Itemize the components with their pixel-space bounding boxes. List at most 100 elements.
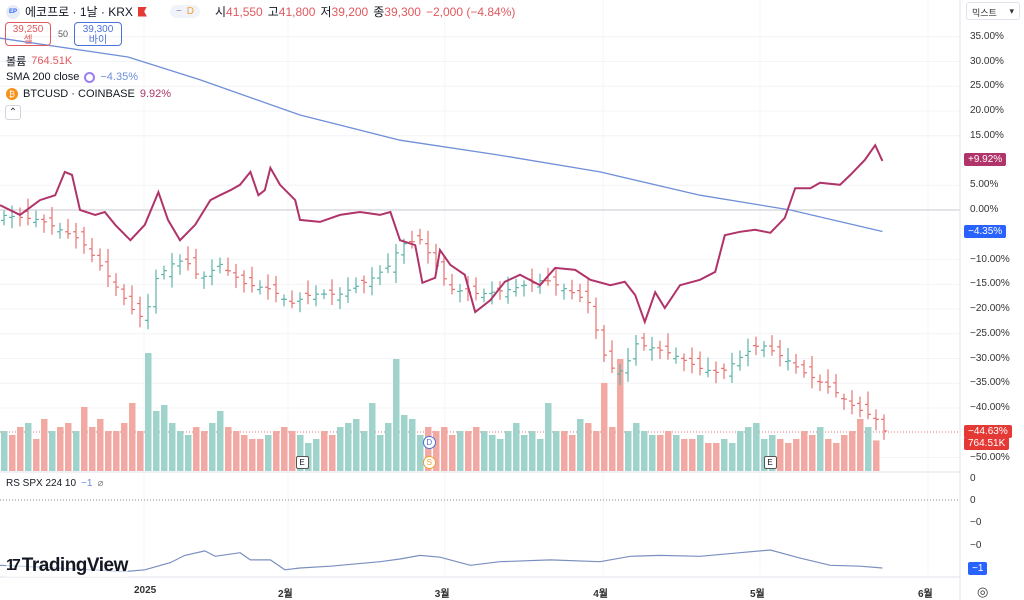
volume-bar xyxy=(609,427,616,471)
y-axis-label: −10.00% xyxy=(970,253,1010,265)
volume-bar xyxy=(89,427,96,471)
volume-bar xyxy=(193,427,200,471)
event-marker-s[interactable]: S xyxy=(422,456,436,469)
y-axis-label: −50.00% xyxy=(970,451,1010,463)
volume-bar xyxy=(521,435,528,471)
rs-tag: −1 xyxy=(968,562,988,575)
buy-button[interactable]: 39,300 바이 xyxy=(74,22,122,46)
sell-button[interactable]: 39,250 셀 xyxy=(5,22,51,46)
volume-tag: 764.51K xyxy=(964,437,1010,450)
volume-bar xyxy=(65,423,72,471)
event-marker-e[interactable]: E xyxy=(295,456,309,469)
volume-bar xyxy=(825,439,832,471)
volume-bar xyxy=(833,443,840,471)
volume-bar xyxy=(465,431,472,471)
volume-bar xyxy=(777,439,784,471)
y-axis-label: −30.00% xyxy=(970,352,1010,364)
volume-bar xyxy=(361,431,368,471)
volume-bar xyxy=(217,411,224,471)
btc-label: BTCUSD · COINBASE xyxy=(23,88,135,100)
volume-bar xyxy=(369,403,376,471)
volume-bar xyxy=(729,443,736,471)
btcusd-line xyxy=(0,143,884,325)
volume-bar xyxy=(537,439,544,471)
volume-bar xyxy=(665,431,672,471)
hidden-icon[interactable]: ⌀ xyxy=(97,478,104,489)
volume-bar xyxy=(425,427,432,471)
tradingview-logo-icon: 17 xyxy=(6,557,21,574)
volume-bar xyxy=(401,415,408,471)
volume-bar xyxy=(785,443,792,471)
tradingview-logo[interactable]: 17 TradingView xyxy=(6,555,128,577)
volume-bar xyxy=(417,435,424,471)
volume-bar xyxy=(201,431,208,471)
volume-legend[interactable]: 볼륨 764.51K xyxy=(6,53,72,69)
sma-legend[interactable]: SMA 200 close −4.35% xyxy=(6,71,138,83)
volume-bar xyxy=(153,411,160,471)
volume-bar xyxy=(1,431,8,471)
y-axis-label: −15.00% xyxy=(970,278,1010,290)
volume-bar xyxy=(105,431,112,471)
buy-price: 39,300 xyxy=(82,24,114,35)
symbol-title[interactable]: 에코프로 · 1날 · KRX xyxy=(25,5,133,19)
btc-value: 9.92% xyxy=(139,88,172,100)
rs-value: −1 xyxy=(81,478,93,489)
volume-bar xyxy=(705,443,712,471)
volume-bar xyxy=(617,359,624,471)
rs-axis-label: 0 xyxy=(970,473,976,484)
scale-mode-dropdown[interactable]: 믹스트 ▾ xyxy=(966,2,1020,20)
rs-axis-label: −0 xyxy=(970,540,982,551)
volume-bar xyxy=(497,439,504,471)
sell-label: 셀 xyxy=(23,35,33,46)
volume-bar xyxy=(737,431,744,471)
volume-bar xyxy=(625,431,632,471)
volume-bar xyxy=(209,423,216,471)
event-marker-d[interactable]: D xyxy=(422,436,436,449)
volume-bar xyxy=(121,423,128,471)
volume-bar xyxy=(297,435,304,471)
volume-label: 볼륨 xyxy=(6,56,27,68)
volume-bar xyxy=(393,359,400,471)
volume-bar xyxy=(601,383,608,471)
volume-bar xyxy=(865,427,872,471)
volume-bar xyxy=(697,435,704,471)
btc-price-tag: +9.92% xyxy=(964,153,1007,166)
y-axis-label: 0.00% xyxy=(970,204,999,215)
volume-bar xyxy=(649,435,656,471)
rs-axis-label: −0 xyxy=(970,517,982,528)
volume-bar xyxy=(41,419,48,471)
buy-label: 바이 xyxy=(88,35,108,46)
time-axis-label: 2월 xyxy=(278,589,293,600)
flag-icon[interactable] xyxy=(137,6,147,17)
volume-bar xyxy=(449,435,456,471)
collapse-legend-button[interactable]: ⌃ xyxy=(5,105,21,120)
volume-bar xyxy=(769,435,776,471)
volume-bar xyxy=(281,427,288,471)
sell-price: 39,250 xyxy=(12,24,44,35)
volume-bar xyxy=(441,427,448,471)
volume-bar xyxy=(57,427,64,471)
y-axis-label: 35.00% xyxy=(970,30,1004,42)
volume-bar xyxy=(561,431,568,471)
volume-bar xyxy=(593,431,600,471)
ohlc-change: −2,000 (−4.84%) xyxy=(425,4,516,19)
rs-label: RS SPX 224 10 xyxy=(6,478,77,489)
volume-bar xyxy=(545,403,552,471)
volume-bar xyxy=(761,439,768,471)
volume-bar xyxy=(513,423,520,471)
time-axis-label: 5월 xyxy=(750,589,765,600)
volume-bar xyxy=(873,440,880,471)
rs-legend[interactable]: RS SPX 224 10 −1 ⌀ xyxy=(6,478,103,489)
volume-bar xyxy=(841,435,848,471)
settings-icon[interactable]: ◎ xyxy=(977,584,989,599)
interval-pill[interactable]: − D xyxy=(169,5,200,18)
volume-bar xyxy=(177,431,184,471)
event-marker-e[interactable]: E xyxy=(763,456,777,469)
btc-legend[interactable]: ₿ BTCUSD · COINBASE 9.92% xyxy=(6,88,171,100)
volume-bar xyxy=(129,403,136,471)
volume-bar xyxy=(409,419,416,471)
volume-bar xyxy=(49,431,56,471)
time-axis-label: 6월 xyxy=(918,589,933,600)
y-axis-label: −35.00% xyxy=(970,377,1010,389)
